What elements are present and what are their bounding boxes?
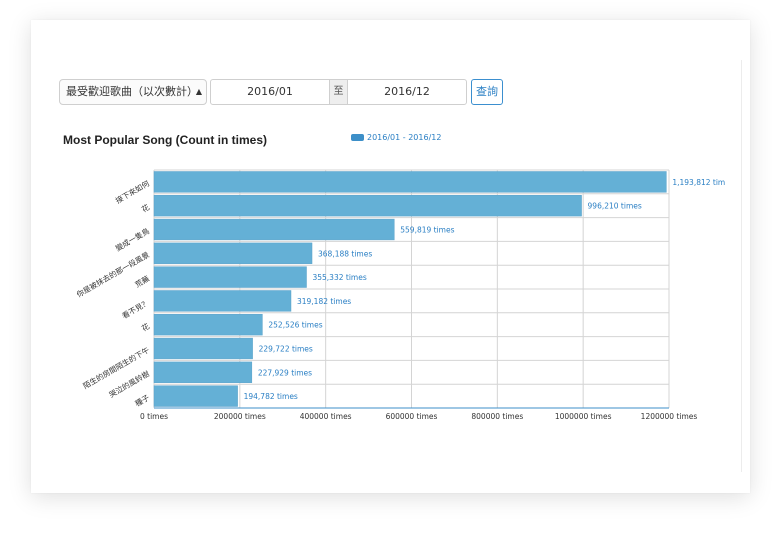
select-caret-icon: ▲ [195,87,202,96]
bar-value-label: 252,526 times [268,321,322,330]
bar[interactable] [153,242,313,264]
y-tick-label: 花 [140,321,152,334]
bar-value-label: 194,782 times [244,392,298,401]
bar[interactable] [153,266,307,288]
bar[interactable] [153,195,582,217]
bar-value-label: 559,819 times [400,226,454,235]
x-tick-label: 0 times [140,412,168,421]
report-card: 最受歡迎歌曲（以次數計） ▲ 2016/01 至 2016/12 查詢 Most… [31,20,750,493]
y-tick-label: 你是被抹去的那一段風景 [75,249,152,299]
bar-value-label: 368,188 times [318,249,372,258]
x-tick-label: 1200000 times [641,412,698,421]
bar-value-label: 319,182 times [297,297,351,306]
y-axis-labels: 接下來如何花變成一隻鳥你是被抹去的那一段風景荒蕪看不見？花陌生的房間陌生的下午哭… [75,178,152,409]
bar-value-label: 355,332 times [312,273,366,282]
report-type-value: 最受歡迎歌曲（以次數計） [66,85,198,98]
bar[interactable] [153,171,667,193]
range-separator: 至 [330,79,347,105]
x-axis-labels: 0 times 200000 times 400000 times 600000 ti… [140,412,697,421]
y-tick-label: 變成一隻鳥 [114,225,152,253]
y-tick-label: 看不見？ [121,298,151,321]
date-from-input[interactable]: 2016/01 [210,79,330,105]
x-tick-label: 1000000 times [555,412,612,421]
bar-value-label: 996,210 times [588,202,642,211]
legend-swatch [351,134,364,141]
bar-value-label: 1,193,812 tim [672,178,725,187]
chart-title: Most Popular Song (Count in times) [63,133,267,147]
y-tick-label: 陌生的房間陌生的下午 [81,344,151,390]
y-tick-label: 接下來如何 [114,178,152,206]
chart-legend[interactable]: 2016/01 - 2016/12 [351,133,441,142]
bar[interactable] [153,218,395,241]
bar-chart: 1,193,812 tim 996,210 times 559,819 times 3… [75,169,725,421]
bar-value-label: 227,929 times [258,368,312,377]
bar[interactable] [153,314,263,336]
y-tick-label: 種子 [133,392,151,408]
report-panel: 最受歡迎歌曲（以次數計） ▲ 2016/01 至 2016/12 查詢 Most… [31,60,742,472]
date-to-input[interactable]: 2016/12 [347,79,467,105]
bar[interactable] [153,337,253,360]
x-tick-label: 400000 times [300,412,352,421]
legend-label: 2016/01 - 2016/12 [367,133,442,142]
report-type-select[interactable]: 最受歡迎歌曲（以次數計） ▲ [59,79,207,105]
y-tick-label: 花 [140,202,152,215]
bar[interactable] [153,385,238,407]
bars: 1,193,812 tim 996,210 times 559,819 times 3… [153,171,725,407]
query-button[interactable]: 查詢 [471,79,503,105]
y-tick-label: 荒蕪 [133,273,151,289]
x-tick-label: 600000 times [386,412,438,421]
bar-value-label: 229,722 times [259,345,313,354]
x-tick-label: 800000 times [471,412,523,421]
x-tick-label: 200000 times [214,412,266,421]
bar[interactable] [153,361,253,383]
bar[interactable] [153,290,292,312]
